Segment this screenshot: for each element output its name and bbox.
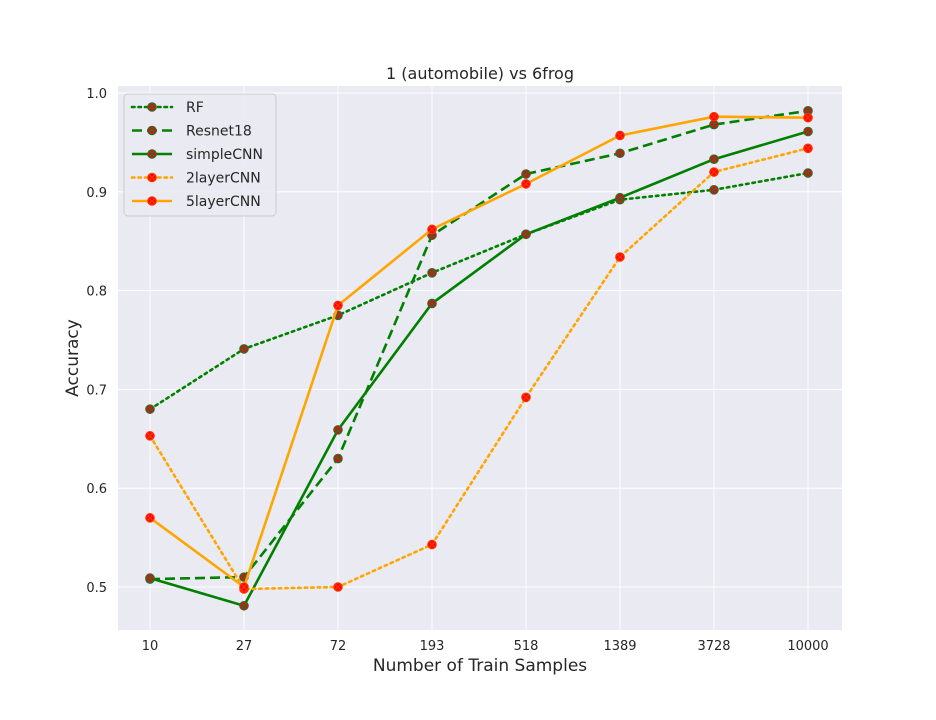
series-line-2layercnn (148, 147, 810, 591)
legend: RF Resnet18 simpleCNN 2layerCNN 5layerCNN (123, 93, 277, 217)
data-point (521, 169, 531, 179)
data-point (803, 105, 813, 116)
data-point (145, 431, 155, 441)
series-line-resnet18 (149, 109, 809, 581)
series-5layercnn (145, 111, 813, 592)
legend-item-simplecnn: simpleCNN (132, 147, 263, 163)
data-point (521, 392, 531, 403)
legend-frame (123, 93, 277, 217)
x-tick-label: 193 (420, 639, 445, 654)
data-point (615, 192, 625, 203)
x-tick-label: 72 (330, 639, 347, 654)
x-tick-label: 10000 (787, 639, 828, 654)
x-axis-label: Number of Train Samples (373, 656, 587, 676)
legend-item-resnet18: Resnet18 (132, 124, 252, 140)
data-point (615, 252, 625, 262)
x-axis-ticks: 10 27 72 193 518 1389 3728 10000 (142, 639, 829, 654)
x-tick-label: 1389 (603, 639, 636, 654)
legend-label: Resnet18 (186, 124, 252, 140)
x-tick-label: 10 (142, 639, 159, 654)
series-line-simplecnn (149, 130, 809, 608)
data-point (803, 126, 813, 137)
legend-label: simpleCNN (186, 147, 263, 163)
data-point (803, 168, 813, 178)
y-axis-ticks: 0.5 0.6 0.7 0.8 0.9 1.0 (86, 87, 107, 596)
data-point (239, 344, 249, 354)
x-tick-label: 3728 (697, 639, 730, 654)
data-point (147, 125, 157, 136)
data-point (147, 149, 157, 159)
data-point (427, 539, 437, 550)
legend-label: RF (186, 100, 204, 116)
legend-item-rf: RF (130, 100, 204, 116)
data-point (427, 298, 437, 309)
x-tick-label: 27 (236, 639, 253, 654)
series-line-rf (148, 171, 810, 411)
series-simplecnn (145, 126, 813, 611)
legend-label: 5layerCNN (186, 194, 261, 210)
data-point (803, 112, 813, 123)
y-tick-label: 0.9 (86, 186, 107, 201)
data-point (427, 268, 437, 278)
y-axis-label: Accuracy (63, 319, 83, 397)
y-tick-label: 0.8 (86, 285, 107, 300)
legend-item-5layercnn: 5layerCNN (132, 194, 261, 210)
data-point (521, 229, 531, 240)
data-point (333, 425, 343, 435)
series-line-5layercnn (149, 115, 809, 589)
data-point (333, 453, 343, 464)
data-point (709, 119, 719, 130)
data-point (145, 404, 155, 414)
legend-item-2layercnn: 2layerCNN (130, 171, 261, 187)
legend-label: 2layerCNN (186, 171, 261, 187)
x-tick-label: 518 (514, 639, 539, 654)
chart-title: 1 (automobile) vs 6frog (386, 64, 574, 83)
data-point (147, 196, 157, 206)
data-point (333, 582, 343, 592)
data-point (239, 582, 249, 592)
data-point (145, 573, 155, 583)
data-point (615, 148, 625, 159)
data-point (709, 167, 719, 177)
y-tick-label: 0.5 (86, 581, 107, 596)
data-point (147, 172, 157, 183)
data-point (333, 300, 343, 311)
data-point (709, 111, 719, 122)
y-tick-label: 1.0 (86, 87, 107, 102)
series-layer (145, 105, 813, 611)
y-tick-label: 0.7 (86, 383, 107, 398)
data-point (709, 185, 719, 195)
data-point (239, 600, 249, 611)
data-point (803, 143, 813, 154)
data-point (427, 224, 437, 235)
data-point (615, 130, 625, 141)
data-point (709, 154, 719, 164)
y-tick-label: 0.6 (86, 482, 107, 497)
data-point (145, 513, 155, 523)
data-point (521, 179, 531, 189)
data-point (147, 102, 157, 112)
